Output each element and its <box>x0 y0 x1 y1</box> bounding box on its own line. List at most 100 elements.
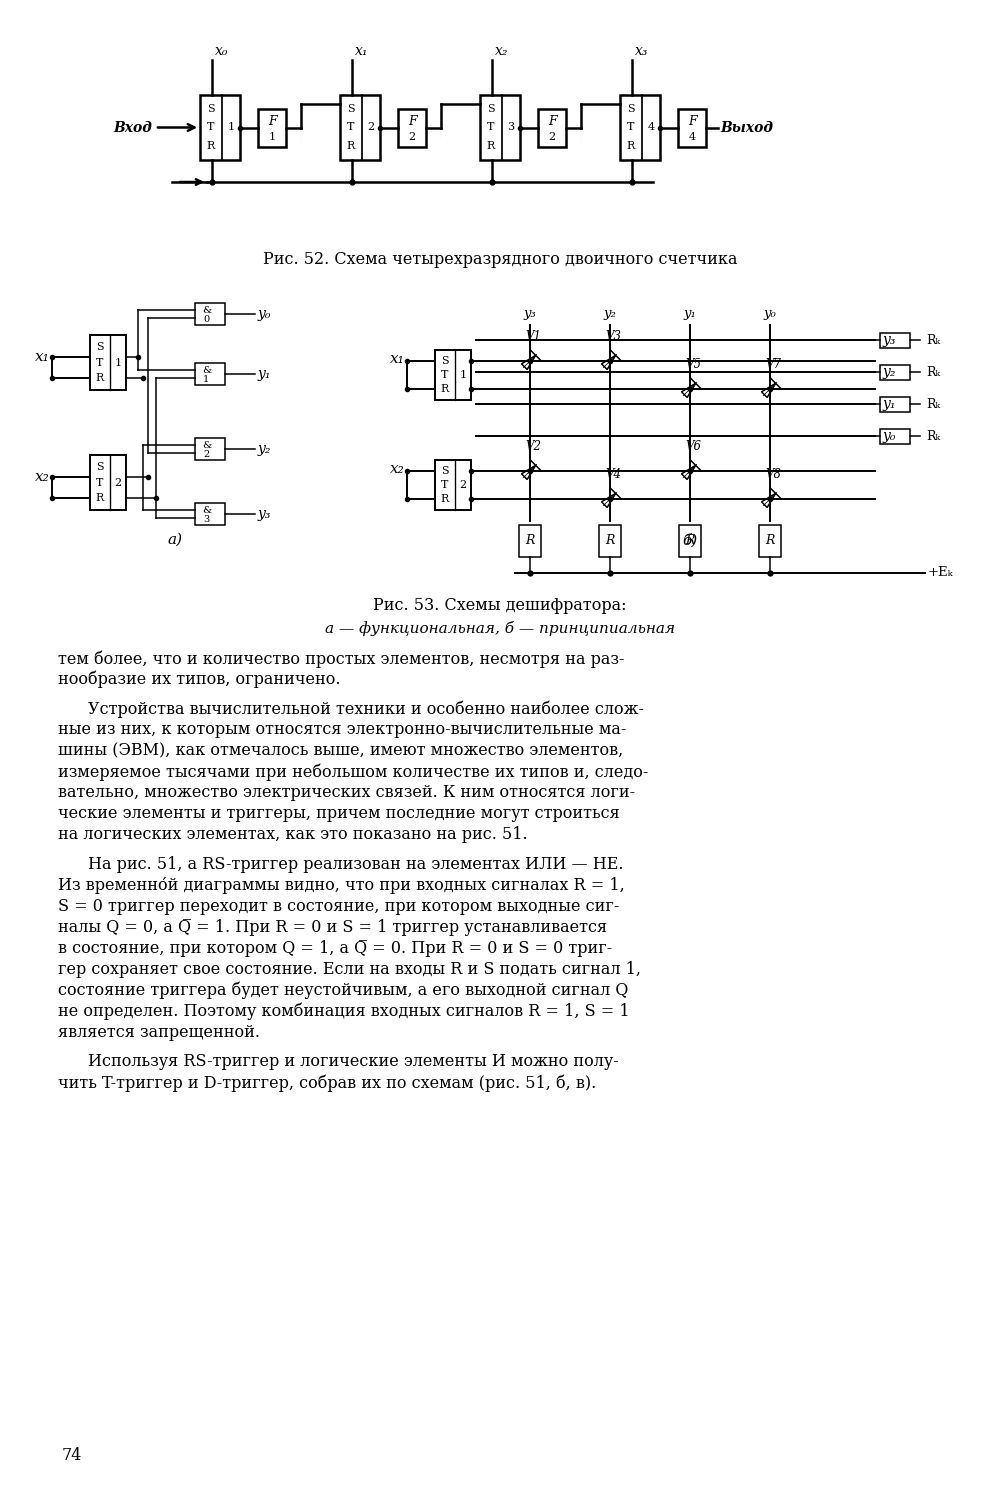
Text: Рис. 52. Схема четырехразрядного двоичного счетчика: Рис. 52. Схема четырехразрядного двоично… <box>263 252 737 268</box>
Text: x₁: x₁ <box>390 352 405 366</box>
Bar <box>398 108 426 147</box>
Bar <box>258 108 286 147</box>
Text: 2: 2 <box>114 477 121 488</box>
Text: Выход: Выход <box>720 120 773 135</box>
Bar <box>880 429 910 444</box>
Text: Используя RS-триггер и логические элементы И можно полу-: Используя RS-триггер и логические элемен… <box>88 1053 619 1070</box>
Text: y₁: y₁ <box>258 368 272 381</box>
Bar <box>435 350 471 400</box>
Text: &: & <box>202 366 211 375</box>
Text: R: R <box>765 534 775 548</box>
Text: R: R <box>525 534 535 548</box>
Text: 3: 3 <box>507 123 514 132</box>
Text: 2: 2 <box>408 132 416 142</box>
Text: 1: 1 <box>114 357 121 368</box>
Text: x₂: x₂ <box>390 462 405 476</box>
Text: &: & <box>202 306 211 315</box>
Text: Rₖ: Rₖ <box>926 333 940 346</box>
Text: S: S <box>96 462 104 472</box>
Text: x₀: x₀ <box>215 44 228 58</box>
Text: 4: 4 <box>688 132 696 142</box>
Text: x₂: x₂ <box>35 470 50 484</box>
Bar <box>599 525 621 556</box>
Bar <box>678 108 706 147</box>
Text: V5: V5 <box>685 358 701 370</box>
Text: а): а) <box>167 532 183 548</box>
Text: в состояние, при котором Q = 1, а Q̅ = 0. При R = 0 и S = 0 триг-: в состояние, при котором Q = 1, а Q̅ = 0… <box>58 940 612 957</box>
Text: S: S <box>347 105 355 114</box>
Text: T: T <box>207 123 214 132</box>
Text: а — функциональная, б — принципиальная: а — функциональная, б — принципиальная <box>325 621 675 636</box>
Text: ные из них, к которым относятся электронно-вычислительные ма-: ные из них, к которым относятся электрон… <box>58 722 626 738</box>
Bar <box>880 333 910 348</box>
Text: y₂: y₂ <box>604 308 616 320</box>
Bar <box>679 525 701 556</box>
Text: x₁: x₁ <box>355 44 368 58</box>
Text: 1: 1 <box>268 132 276 142</box>
Bar <box>519 525 541 556</box>
Text: 74: 74 <box>62 1446 82 1464</box>
Text: V8: V8 <box>765 468 781 482</box>
Text: F: F <box>408 116 416 129</box>
Text: y₁: y₁ <box>883 398 896 411</box>
Text: y₃: y₃ <box>258 507 272 520</box>
Text: 2: 2 <box>367 123 374 132</box>
Bar <box>880 396 910 411</box>
Text: V2: V2 <box>525 440 541 453</box>
Text: S: S <box>96 342 104 352</box>
Text: x₁: x₁ <box>35 350 50 364</box>
Text: T: T <box>441 480 448 490</box>
Bar <box>90 334 126 390</box>
Text: не определен. Поэтому комбинация входных сигналов R = 1, S = 1: не определен. Поэтому комбинация входных… <box>58 1004 630 1020</box>
Text: налы Q = 0, а Q̅ = 1. При R = 0 и S = 1 триггер устанавливается: налы Q = 0, а Q̅ = 1. При R = 0 и S = 1 … <box>58 920 607 936</box>
Text: 0: 0 <box>203 315 209 324</box>
Bar <box>200 94 240 160</box>
Text: б): б) <box>682 532 698 548</box>
Text: R: R <box>685 534 695 548</box>
Text: T: T <box>487 123 494 132</box>
Text: &: & <box>202 441 211 450</box>
Text: измеряемое тысячами при небольшом количестве их типов и, следо-: измеряемое тысячами при небольшом количе… <box>58 764 648 782</box>
Text: Rₖ: Rₖ <box>926 398 940 411</box>
Text: 2: 2 <box>548 132 556 142</box>
Text: Рис. 53. Схемы дешифратора:: Рис. 53. Схемы дешифратора: <box>373 597 627 613</box>
Text: T: T <box>96 357 103 368</box>
Text: y₃: y₃ <box>883 333 896 346</box>
Text: T: T <box>441 370 448 380</box>
Text: тем более, что и количество простых элементов, несмотря на раз-: тем более, что и количество простых элем… <box>58 650 624 668</box>
Text: S: S <box>487 105 495 114</box>
Bar <box>90 454 126 510</box>
Text: 3: 3 <box>203 514 210 523</box>
Text: R: R <box>441 384 449 394</box>
Text: На рис. 51, а RS-триггер реализован на элементах ИЛИ — НЕ.: На рис. 51, а RS-триггер реализован на э… <box>88 856 624 873</box>
Text: V3: V3 <box>605 330 621 344</box>
Bar <box>340 94 380 160</box>
Text: V6: V6 <box>685 440 701 453</box>
Text: V1: V1 <box>525 330 541 344</box>
Text: R: R <box>207 141 215 150</box>
Text: S: S <box>627 105 635 114</box>
Text: 2: 2 <box>203 450 210 459</box>
Text: на логических элементах, как это показано на рис. 51.: на логических элементах, как это показан… <box>58 827 528 843</box>
Text: +Eₖ: +Eₖ <box>928 567 954 579</box>
Bar <box>195 503 225 525</box>
Text: Rₖ: Rₖ <box>926 366 940 378</box>
Text: R: R <box>96 494 104 502</box>
Text: R: R <box>96 374 104 382</box>
Text: y₀: y₀ <box>764 308 776 320</box>
Text: 2: 2 <box>459 480 466 490</box>
Text: 4: 4 <box>647 123 654 132</box>
Text: F: F <box>548 116 556 129</box>
Text: x₂: x₂ <box>495 44 509 58</box>
Text: y₀: y₀ <box>258 308 272 321</box>
Text: S = 0 триггер переходит в состояние, при котором выходные сиг-: S = 0 триггер переходит в состояние, при… <box>58 898 619 915</box>
Text: Вход: Вход <box>113 120 152 135</box>
Text: &: & <box>202 506 211 515</box>
Text: R: R <box>347 141 355 150</box>
Text: ческие элементы и триггеры, причем последние могут строиться: ческие элементы и триггеры, причем после… <box>58 806 620 822</box>
Text: 1: 1 <box>203 375 210 384</box>
Text: V4: V4 <box>605 468 621 482</box>
Text: S: S <box>441 356 449 366</box>
Text: S: S <box>207 105 215 114</box>
Text: y₃: y₃ <box>524 308 536 320</box>
